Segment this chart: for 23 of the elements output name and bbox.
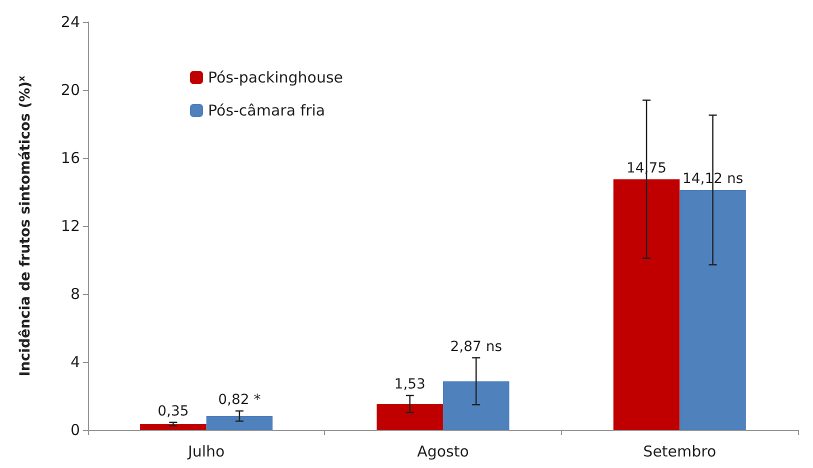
y-tick-label: 0	[70, 421, 80, 439]
y-tick-label: 8	[70, 285, 80, 303]
x-tick-label: Setembro	[643, 442, 716, 460]
data-label: 2,87 ns	[450, 338, 502, 355]
x-tick-label: Julho	[186, 442, 225, 460]
y-tick-label: 24	[60, 13, 80, 31]
data-label: 1,53	[394, 376, 426, 392]
y-tick-label: 12	[60, 217, 80, 235]
data-label: 0,35	[158, 403, 189, 420]
legend-label: Pós-packinghouse	[208, 68, 343, 86]
bar	[613, 179, 680, 430]
bar	[443, 381, 510, 430]
bar	[376, 404, 443, 430]
y-tick-label: 4	[70, 353, 80, 371]
y-axis-title: Incidência de frutos sintomáticos (%)x	[18, 75, 34, 376]
legend-label: Pós-câmara fria	[208, 102, 326, 120]
bar	[206, 416, 273, 430]
y-tick-label: 16	[60, 149, 80, 167]
bar	[140, 424, 206, 430]
y-tick-label: 20	[60, 81, 80, 99]
bar	[680, 190, 746, 430]
data-label: 0,82 *	[218, 392, 261, 408]
x-tick-label: Agosto	[417, 442, 469, 460]
